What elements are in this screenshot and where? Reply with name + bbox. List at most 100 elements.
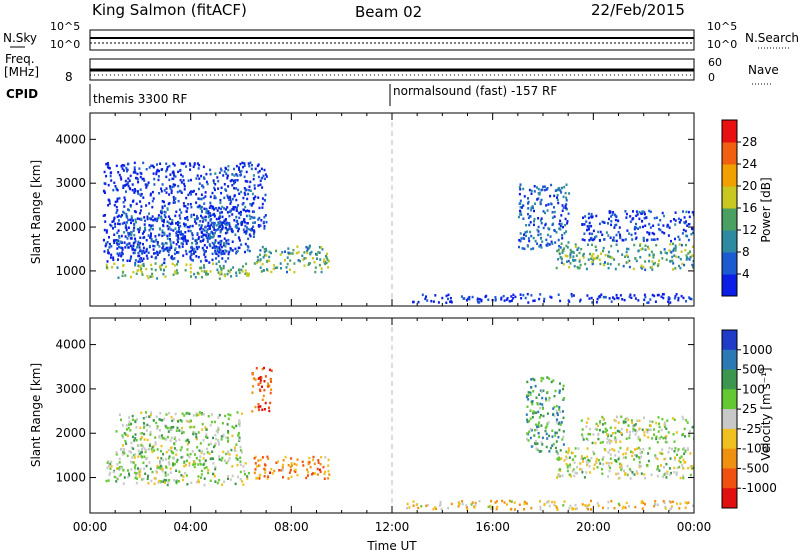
echo-cell: [544, 397, 547, 400]
echo-cell: [116, 200, 119, 203]
echo-cell: [134, 471, 137, 475]
echo-cell: [228, 214, 231, 218]
echo-cell: [168, 164, 171, 168]
echo-cell: [170, 228, 173, 231]
echo-cell: [305, 476, 308, 480]
echo-cell: [643, 211, 646, 214]
echo-cell: [132, 447, 135, 450]
echo-cell: [137, 260, 140, 263]
echo-cell: [289, 468, 292, 472]
echo-cell: [132, 241, 135, 245]
echo-cell: [189, 426, 192, 429]
echo-cell: [255, 477, 258, 480]
echo-cell: [152, 219, 155, 222]
echo-cell: [192, 165, 195, 169]
echo-cell: [201, 422, 204, 426]
echo-cell: [207, 212, 210, 215]
echo-cell: [661, 448, 664, 451]
echo-cell: [545, 425, 548, 428]
echo-cell: [124, 433, 127, 436]
echo-cell: [217, 235, 220, 238]
echo-cell: [189, 202, 192, 206]
echo-cell: [669, 508, 672, 511]
echo-cell: [226, 194, 229, 197]
echo-cell: [159, 265, 162, 268]
colorbar-swatch: [722, 252, 737, 275]
echo-cell: [308, 461, 311, 464]
echo-cell: [274, 266, 277, 270]
echo-cell: [238, 271, 241, 275]
echo-cell: [296, 458, 299, 461]
echo-cell: [681, 463, 684, 467]
echo-cell: [189, 168, 192, 171]
echo-cell: [114, 200, 117, 204]
echo-cell: [118, 173, 121, 177]
power-colorbar-label: Power [dB]: [759, 177, 773, 242]
echo-cell: [614, 454, 617, 457]
echo-cell: [239, 456, 242, 459]
echo-cell: [217, 440, 220, 444]
echo-cell: [134, 239, 137, 243]
echo-cell: [189, 224, 192, 228]
echo-cell: [126, 434, 129, 437]
echo-cell: [198, 459, 201, 462]
echo-cell: [209, 227, 211, 230]
echo-cell: [148, 212, 150, 215]
echo-cell: [553, 206, 555, 209]
echo-cell: [154, 477, 157, 480]
echo-cell: [325, 261, 328, 265]
echo-cell: [474, 501, 477, 505]
echo-cell: [318, 468, 321, 472]
echo-cell: [597, 437, 600, 441]
echo-cell: [658, 422, 661, 425]
echo-cell: [293, 270, 296, 274]
echo-cell: [128, 474, 131, 477]
echo-cell: [142, 249, 145, 253]
echo-cell: [581, 471, 584, 474]
echo-cell: [209, 234, 212, 237]
echo-cell: [257, 405, 260, 409]
echo-cell: [307, 460, 310, 463]
cpid-mode-2: normalsound (fast) -157 RF: [393, 84, 557, 98]
echo-cell: [556, 198, 559, 202]
echo-cell: [123, 241, 126, 244]
echo-cell: [161, 246, 164, 250]
echo-cell: [530, 234, 533, 238]
echo-cell: [257, 225, 260, 228]
echo-cell: [292, 248, 295, 252]
echo-cell: [182, 431, 185, 434]
echo-cell: [190, 193, 193, 196]
echo-cell: [213, 232, 216, 235]
echo-cell: [148, 166, 151, 169]
echo-cell: [246, 180, 249, 183]
echo-cell: [551, 242, 554, 245]
echo-cell: [160, 480, 163, 483]
echo-cell: [607, 250, 610, 254]
echo-cell: [457, 505, 460, 508]
echo-cell: [122, 264, 125, 267]
echo-cell: [234, 449, 237, 452]
echo-cell: [247, 246, 250, 249]
echo-cell: [165, 458, 168, 461]
echo-cell: [149, 433, 152, 436]
echo-cell: [308, 456, 311, 460]
echo-cell: [245, 274, 248, 277]
echo-cell: [176, 251, 178, 254]
echo-cell: [540, 379, 543, 383]
echo-cell: [220, 272, 223, 276]
echo-cell: [546, 376, 549, 379]
echo-cell: [628, 505, 630, 508]
echo-cell: [259, 266, 262, 269]
echo-cell: [513, 501, 516, 504]
echo-cell: [202, 186, 205, 189]
echo-cell: [189, 270, 192, 274]
echo-cell: [165, 413, 168, 416]
echo-cell: [530, 506, 533, 510]
echo-cell: [684, 435, 687, 438]
echo-cell: [552, 379, 555, 382]
echo-cell: [143, 432, 146, 436]
echo-cell: [628, 433, 631, 437]
x-tick-label: 08:00: [274, 520, 309, 534]
echo-cell: [687, 210, 690, 214]
noise-tick-top-left: 10^5: [50, 20, 80, 33]
